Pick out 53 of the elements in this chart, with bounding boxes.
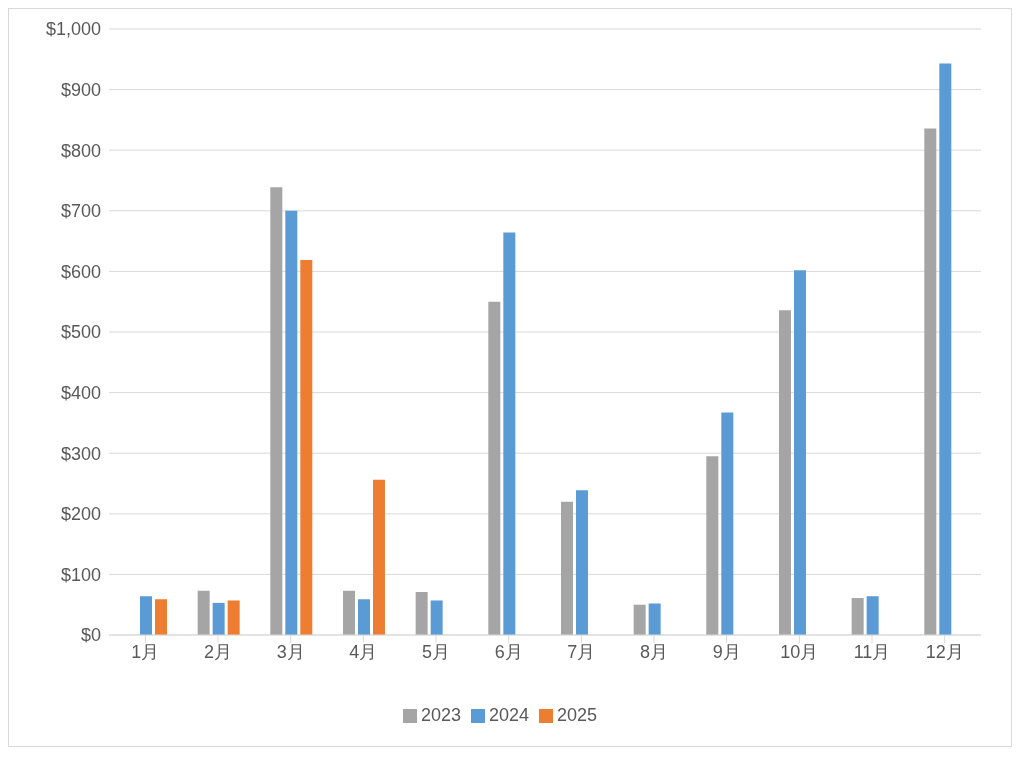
- legend-label: 2024: [488, 705, 530, 725]
- x-tick-label: 5月: [421, 641, 451, 662]
- bar: [154, 599, 167, 635]
- x-tick-label: 6月: [494, 641, 523, 662]
- x-tick-label: 7月: [567, 641, 596, 662]
- x-tick-label: 4月: [349, 641, 378, 662]
- bar: [357, 599, 370, 635]
- bar: [706, 456, 719, 635]
- x-tick-label: 1月: [131, 641, 160, 662]
- bar: [648, 603, 661, 635]
- bar: [488, 301, 501, 635]
- y-tick-label: $800: [60, 140, 101, 161]
- bar: [575, 490, 588, 635]
- y-tick-label: $500: [60, 322, 101, 343]
- x-tick-label: 9月: [712, 641, 741, 662]
- bar: [866, 596, 879, 635]
- y-tick-label: $900: [60, 79, 101, 100]
- bar: [721, 412, 734, 635]
- bar: [372, 479, 385, 635]
- x-tick-label: 3月: [276, 641, 305, 662]
- bar: [342, 590, 355, 635]
- bar: [778, 310, 791, 635]
- x-tick-label: 10月: [780, 641, 819, 662]
- bar: [560, 501, 573, 635]
- bar: [851, 598, 864, 635]
- bar: [430, 600, 443, 635]
- bar: [197, 590, 210, 635]
- bar: [633, 604, 646, 635]
- x-tick-label: 2月: [203, 641, 233, 662]
- bar: [924, 128, 937, 635]
- y-tick-label: $200: [60, 504, 101, 525]
- y-tick-label: $100: [60, 564, 101, 585]
- y-tick-label: $0: [80, 625, 101, 646]
- x-tick-label: 12月: [925, 641, 964, 662]
- y-tick-label: $700: [60, 201, 101, 222]
- y-tick-label: $1,000: [45, 19, 101, 40]
- bar: [227, 600, 240, 635]
- bar: [270, 187, 283, 635]
- bar: [139, 596, 152, 635]
- bar: [793, 270, 806, 635]
- y-tick-label: $300: [60, 443, 101, 464]
- legend-label: 2025: [557, 705, 598, 725]
- y-tick-label: $600: [60, 261, 101, 282]
- x-tick-label: 11月: [853, 641, 891, 662]
- bar: [212, 602, 225, 635]
- bar: [285, 210, 298, 635]
- bar: [300, 259, 313, 635]
- bar: [939, 63, 952, 635]
- legend-label: 2023: [420, 705, 461, 725]
- y-tick-label: $400: [60, 382, 101, 403]
- bar: [503, 232, 516, 635]
- bar: [415, 591, 428, 635]
- x-tick-label: 8月: [639, 641, 669, 662]
